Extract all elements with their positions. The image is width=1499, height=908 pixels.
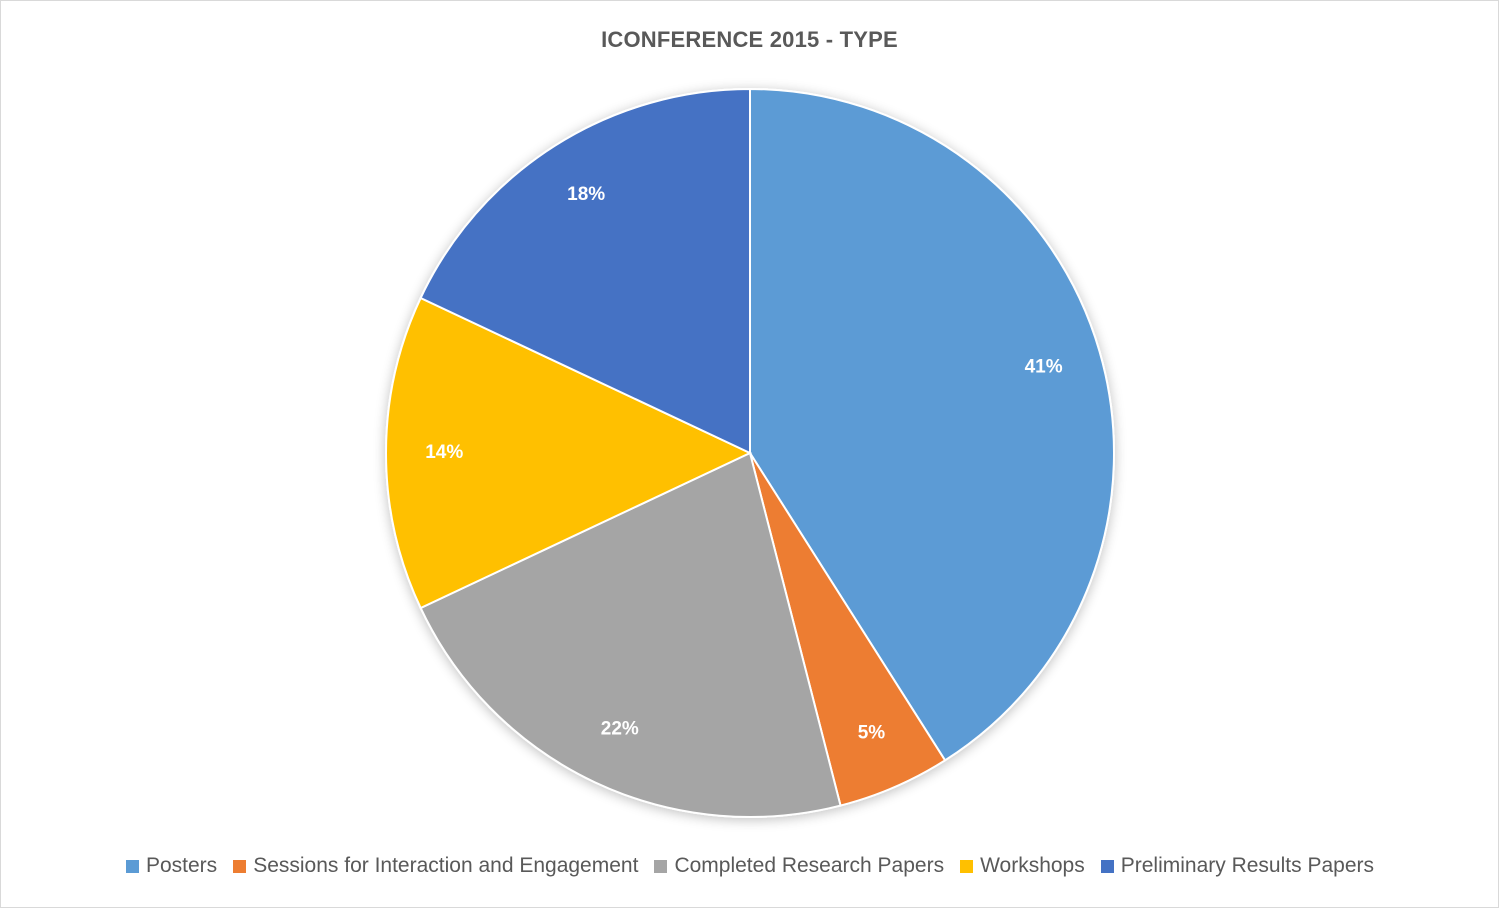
data-label-preliminary-results-papers: 18% (567, 184, 605, 205)
chart-title: ICONFERENCE 2015 - TYPE (601, 27, 898, 52)
legend-label: Completed Research Papers (674, 854, 945, 877)
legend-label: Posters (145, 854, 218, 877)
legend-swatch (125, 859, 139, 873)
data-label-posters: 41% (1025, 357, 1063, 378)
pie-slice-preliminary-results-papers (419, 87, 751, 455)
data-label-workshops: 14% (425, 442, 463, 463)
pie-slice-posters (749, 87, 1115, 762)
pie-slices (385, 87, 1115, 818)
data-label-sessions-for-interaction-and-engagement: 5% (858, 723, 886, 744)
legend-item-completed-research-papers: Completed Research Papers (654, 854, 944, 878)
legend-label: Preliminary Results Papers (1120, 854, 1374, 877)
data-label-completed-research-papers: 22% (601, 719, 639, 740)
pie-slice-workshops (385, 296, 753, 610)
legend-swatch (1100, 859, 1114, 873)
legend: Posters Sessions for Interaction and Enga… (77, 843, 1423, 889)
slice-labels: 41% 5% 22% 14% 18% (425, 184, 1063, 744)
legend-label: Workshops (980, 854, 1085, 877)
legend-label: Sessions for Interaction and Engagement (253, 854, 639, 877)
legend-item-posters: Posters (125, 854, 218, 878)
legend-item-sessions-for-interaction-and-engagement: Sessions for Interaction and Engagement (233, 854, 638, 878)
legend-item-workshops: Workshops (960, 854, 1085, 878)
legend-swatch (233, 859, 247, 873)
pie-slice-completed-research-papers (419, 451, 842, 818)
legend-swatch (654, 859, 668, 873)
legend-item-preliminary-results-papers: Preliminary Results Papers (1100, 854, 1374, 878)
legend-swatch (960, 859, 974, 873)
